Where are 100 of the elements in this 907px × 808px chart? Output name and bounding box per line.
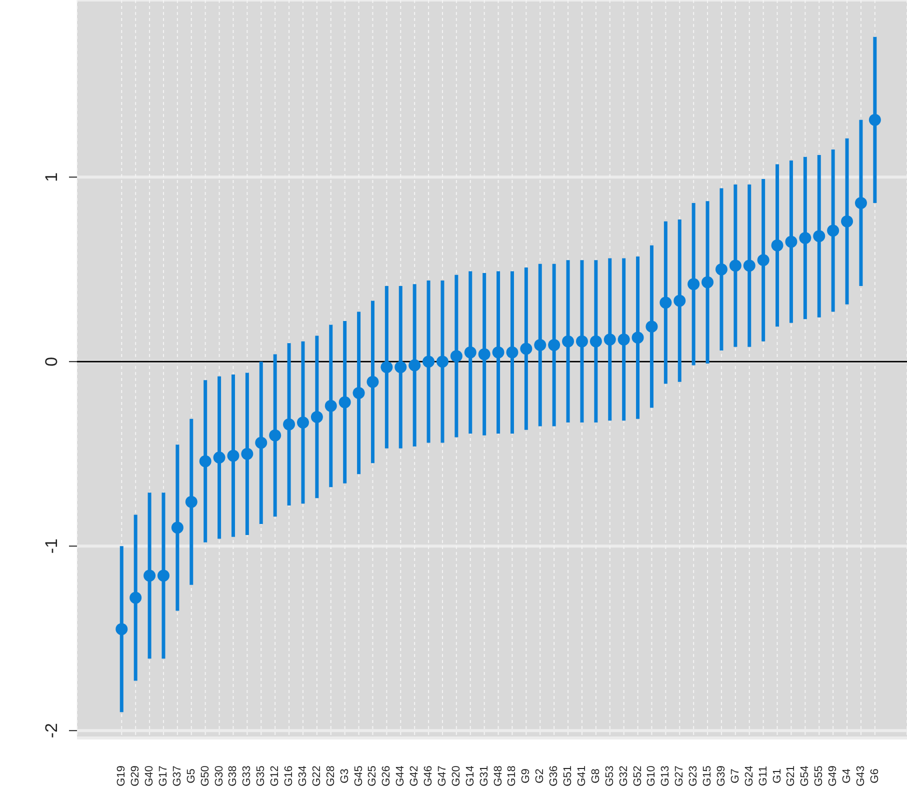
point [827,224,840,237]
point [213,452,226,464]
point [660,296,672,309]
point [590,335,602,348]
point [380,361,393,374]
point [144,570,156,582]
y-tick-label: -1 [42,538,61,554]
x-tick-label: G12 [269,766,282,786]
x-tick-label: G25 [366,766,379,786]
x-tick-label: G44 [394,766,407,786]
point [269,429,282,442]
y-tick-label: 1 [42,172,61,182]
point [854,196,867,209]
point [506,346,518,358]
point [674,294,686,307]
point [338,396,351,408]
x-tick-label: G18 [506,766,518,786]
point [324,400,337,412]
point [868,114,881,126]
point [283,418,296,430]
point [422,356,435,368]
point [604,333,616,346]
point [171,522,184,534]
x-tick-label: G47 [436,766,448,786]
x-tick-label: G55 [813,766,826,786]
point [492,346,504,358]
x-tick-label: G1 [771,768,784,784]
point [227,450,240,462]
x-tick-label: G26 [380,766,393,786]
x-tick-label: G4 [841,768,854,784]
point [548,339,560,352]
point [116,623,128,636]
point [310,410,323,423]
point [296,416,309,429]
x-tick-label: G49 [827,766,840,786]
x-tick-label: G53 [604,766,616,786]
x-tick-label: G19 [116,766,128,786]
x-tick-label: G8 [590,768,602,784]
x-tick-label: G10 [646,766,658,786]
x-tick-label: G54 [799,766,812,786]
x-tick-label: G51 [562,766,574,786]
x-tick-label: G31 [478,766,490,786]
x-tick-label: G3 [338,768,351,784]
point [841,215,854,228]
point [632,332,644,344]
x-tick-label: G50 [199,766,212,786]
x-tick-label: G35 [255,766,268,786]
point [157,570,170,582]
point [743,260,756,272]
x-tick-label: G15 [702,766,714,786]
x-tick-label: G32 [618,766,630,786]
point [408,359,421,372]
point [464,346,476,358]
x-tick-label: G42 [408,766,421,786]
x-tick-label: G48 [492,766,504,786]
point [618,333,630,346]
x-tick-label: G23 [688,766,700,786]
y-tick-label: -2 [42,723,61,738]
point [715,263,728,276]
y-tick-label: 0 [42,356,61,366]
point [199,455,212,468]
point [799,232,812,244]
x-tick-label: G13 [660,766,672,786]
x-tick-label: G40 [144,766,156,786]
point [130,592,142,604]
x-tick-label: G24 [743,766,756,786]
point [185,496,198,508]
point [562,335,574,348]
point [688,278,700,290]
x-tick-label: G7 [729,768,742,784]
x-tick-label: G14 [464,766,476,786]
x-tick-label: G43 [854,766,867,786]
x-tick-label: G9 [520,768,532,784]
point [478,348,490,360]
x-tick-label: G27 [674,766,686,786]
point [785,236,798,248]
point [255,436,268,449]
x-tick-label: G28 [324,766,337,786]
x-tick-label: G37 [171,766,184,786]
point [241,448,254,460]
x-tick-label: G30 [213,766,226,786]
point [771,239,784,252]
x-tick-label: G6 [868,768,881,784]
x-tick-label: G29 [130,766,142,786]
point [729,260,742,272]
x-tick-label: G22 [310,766,323,786]
x-tick-label: G39 [715,766,728,786]
x-tick-label: G11 [757,766,770,786]
x-tick-label: G33 [241,766,254,786]
x-tick-label: G16 [283,766,296,786]
point [520,342,532,355]
point [534,339,546,352]
point [576,335,588,348]
x-tick-label: G45 [352,766,365,786]
x-tick-label: G17 [157,766,170,786]
x-tick-label: G41 [576,766,588,786]
x-tick-label: G46 [422,766,435,786]
point [352,386,365,399]
x-tick-label: G38 [227,766,240,786]
x-tick-label: G52 [632,766,644,786]
